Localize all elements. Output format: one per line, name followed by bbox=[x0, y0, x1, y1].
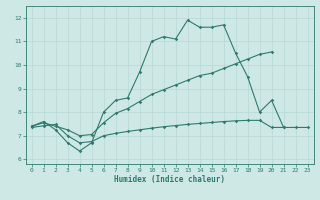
X-axis label: Humidex (Indice chaleur): Humidex (Indice chaleur) bbox=[114, 175, 225, 184]
